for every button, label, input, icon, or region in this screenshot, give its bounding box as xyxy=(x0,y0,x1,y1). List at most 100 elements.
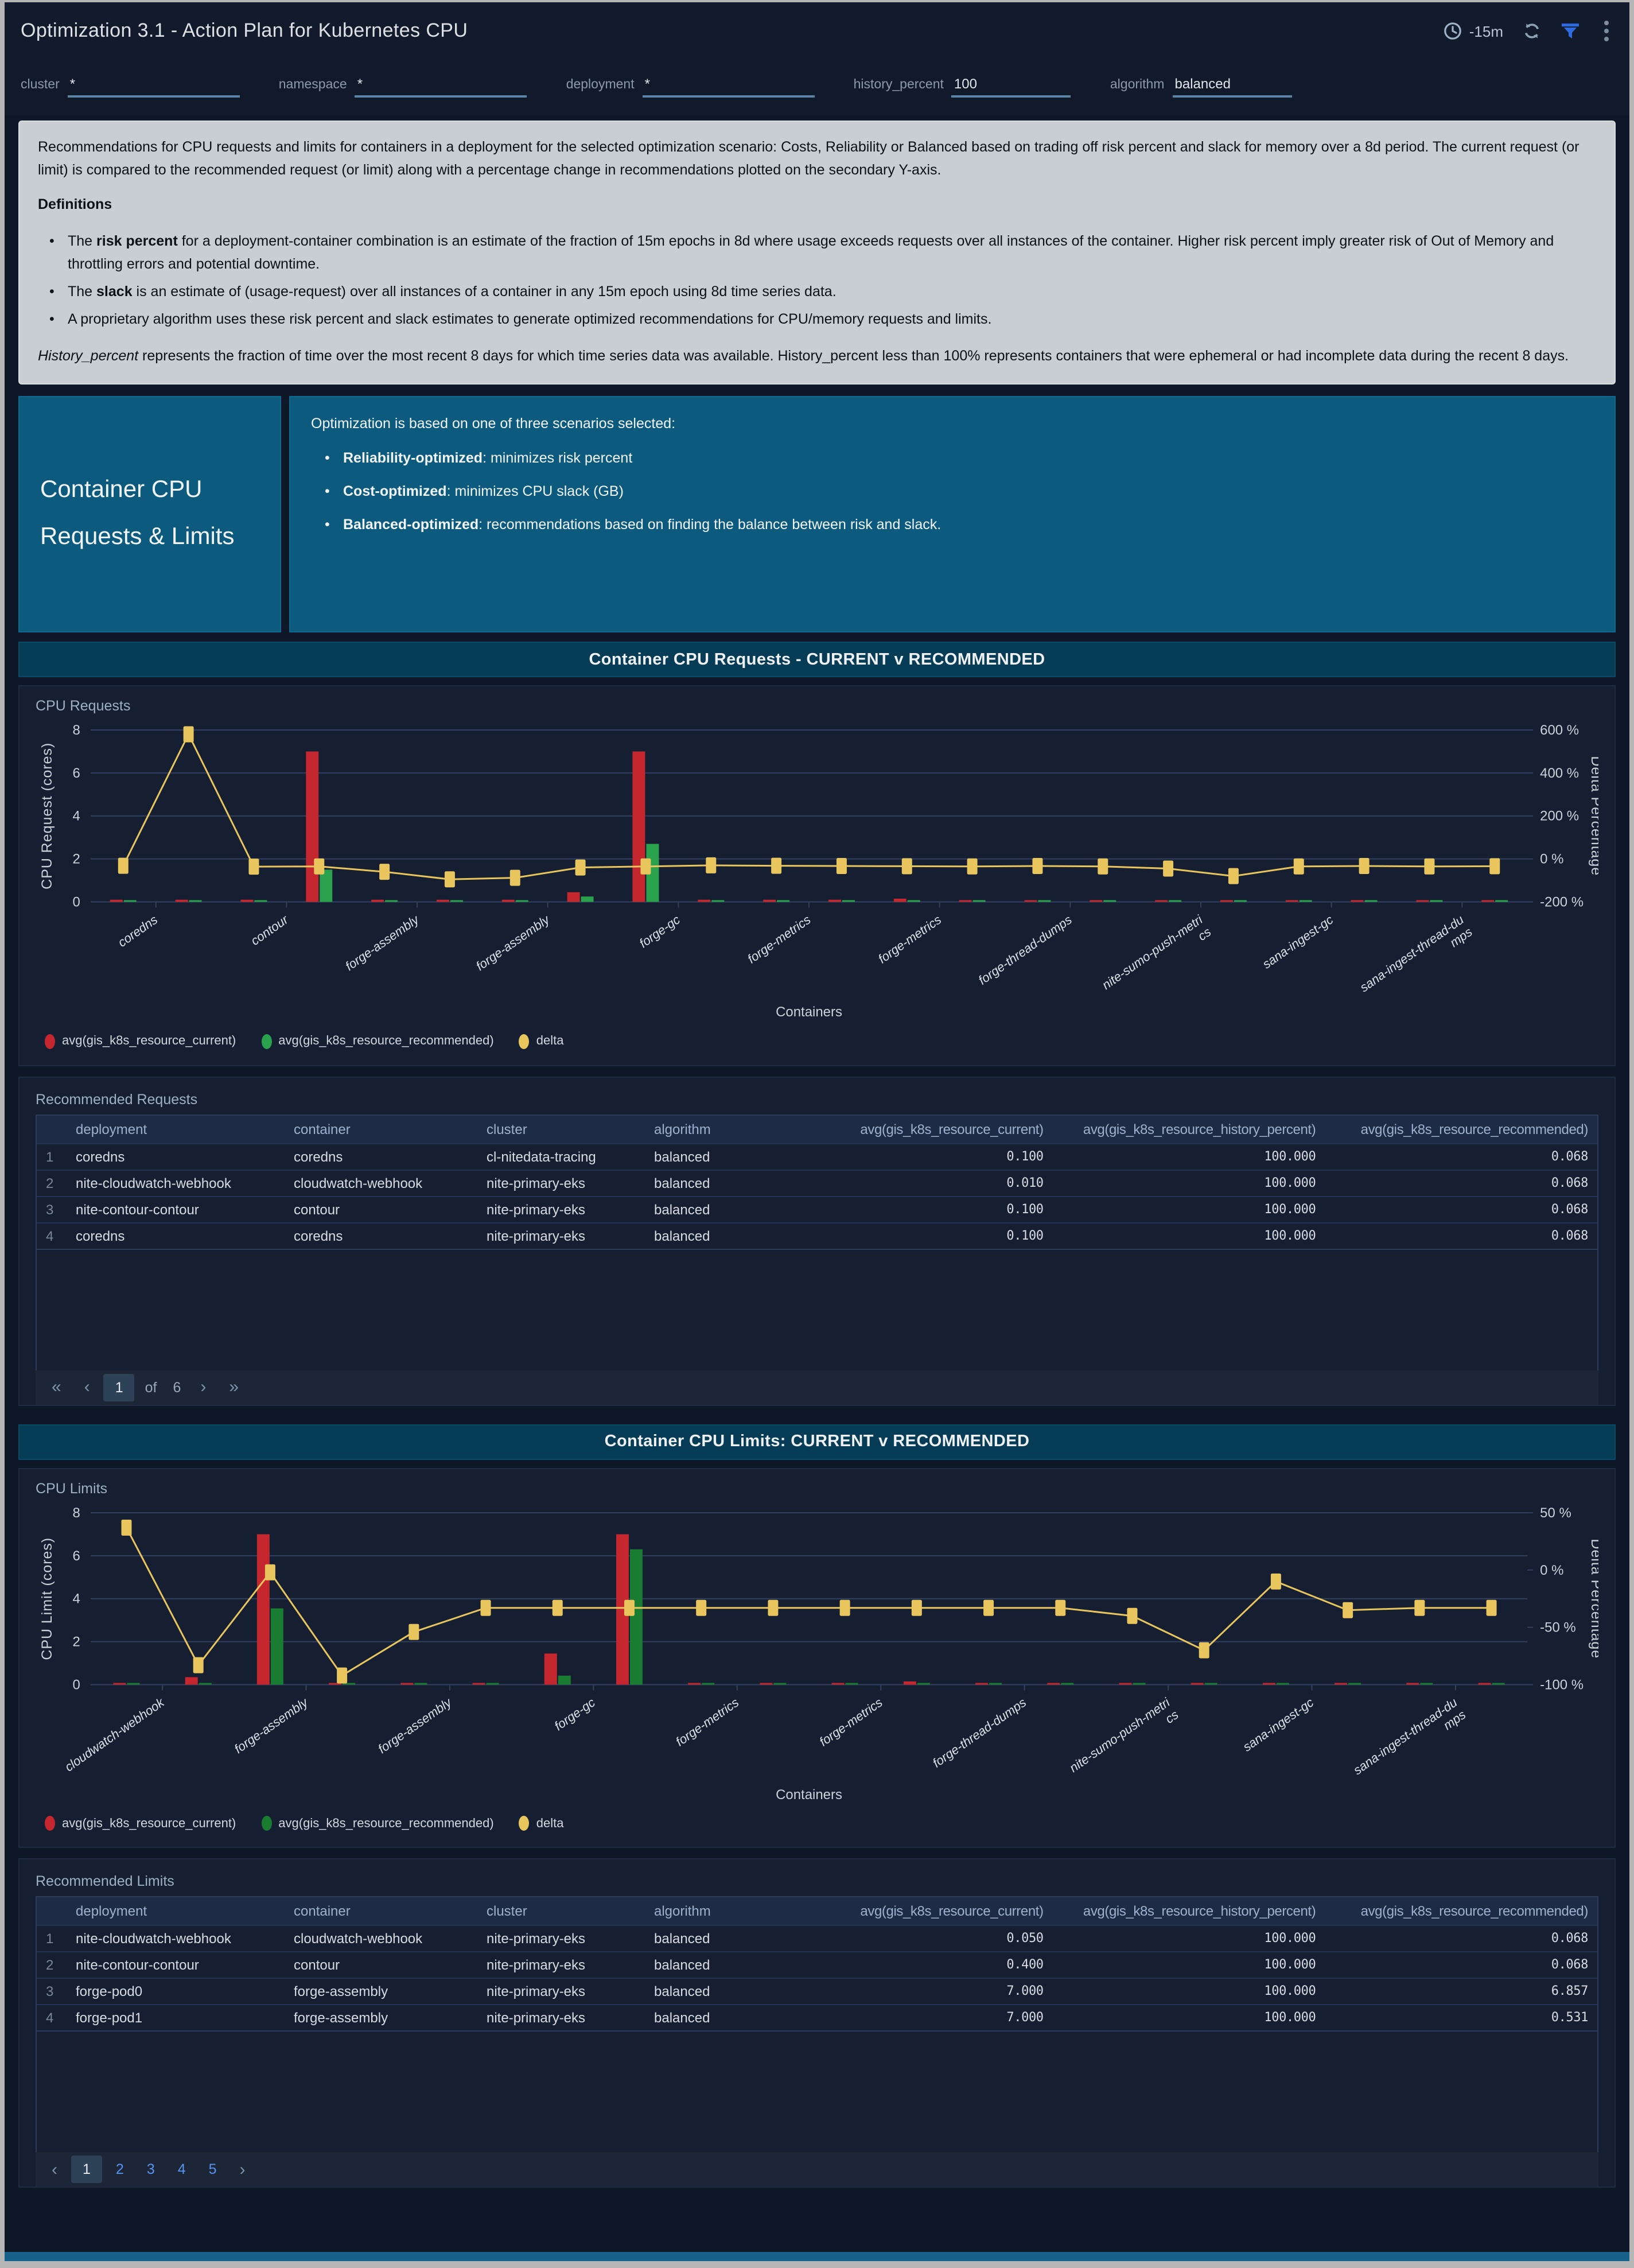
section-header-limits: Container CPU Limits: CURRENT v RECOMMEN… xyxy=(18,1424,1616,1460)
description-panel: Recommendations for CPU requests and lim… xyxy=(18,121,1616,385)
next-page-button[interactable]: › xyxy=(239,2160,246,2180)
table-cell: 7.000 xyxy=(780,1978,1053,2004)
last-page-button[interactable]: » xyxy=(229,1377,239,1397)
page-3-button[interactable]: 3 xyxy=(146,2161,155,2178)
column-header[interactable]: avg(gis_k8s_resource_current) xyxy=(780,1115,1053,1143)
filter-icon[interactable] xyxy=(1561,22,1580,40)
x-tick-label: forge-metrics xyxy=(673,1695,741,1749)
bar-recommended xyxy=(972,900,986,902)
column-header[interactable]: avg(gis_k8s_resource_history_percent) xyxy=(1052,1897,1325,1925)
table-cell: 100.000 xyxy=(1052,1925,1325,1951)
current-page-indicator[interactable]: 1 xyxy=(103,1373,135,1401)
filter-algorithm-input[interactable] xyxy=(1172,76,1292,98)
column-header[interactable]: avg(gis_k8s_resource_current) xyxy=(780,1897,1053,1925)
bar-current xyxy=(763,899,776,902)
x-tick-label: coredns xyxy=(115,912,160,950)
bar-recommended xyxy=(486,1682,499,1684)
table-cell: nite-primary-eks xyxy=(477,1925,645,1951)
row-number: 1 xyxy=(37,1143,67,1169)
x-tick-label: sana-ingest-thread-dumps xyxy=(1357,912,1475,1007)
scenario-item: Cost-optimized: minimizes CPU slack (GB) xyxy=(311,483,1594,499)
legend-dot-icon xyxy=(45,1816,55,1831)
x-tick-label: nite-sumo-push-metrics xyxy=(1099,912,1214,1004)
column-header[interactable]: container xyxy=(285,1115,477,1143)
y-tick-label: 0 xyxy=(73,1677,80,1692)
column-header[interactable]: deployment xyxy=(67,1115,285,1143)
y-axis-title: CPU Request (cores) xyxy=(39,743,55,890)
column-header[interactable]: algorithm xyxy=(645,1115,780,1143)
delta-marker xyxy=(444,871,455,888)
delta-marker xyxy=(1489,858,1500,875)
dashboard-header: Optimization 3.1 - Action Plan for Kuber… xyxy=(5,2,1629,60)
filter-namespace-input[interactable] xyxy=(355,76,527,98)
table-grid: deployment container cluster algorithm avg(g… xyxy=(37,1115,1597,1248)
prev-page-button[interactable]: ‹ xyxy=(52,2160,57,2180)
table-cell: 100.000 xyxy=(1052,1169,1325,1195)
row-number: 4 xyxy=(37,2004,67,2030)
bar-recommended xyxy=(189,900,202,902)
page-5-button[interactable]: 5 xyxy=(208,2161,217,2178)
table-cell: 100.000 xyxy=(1052,1222,1325,1248)
bar-current xyxy=(828,899,841,902)
legend-dot-icon xyxy=(45,1034,55,1049)
bar-recommended xyxy=(917,1682,930,1684)
table-cell: 0.100 xyxy=(780,1222,1053,1248)
column-header[interactable]: algorithm xyxy=(645,1897,780,1925)
page-2-button[interactable]: 2 xyxy=(115,2161,124,2178)
delta-marker xyxy=(193,1656,204,1673)
column-header[interactable]: cluster xyxy=(477,1897,645,1925)
filter-deployment-input[interactable] xyxy=(642,76,815,98)
x-tick-label: forge-assembly xyxy=(473,911,553,973)
bar-recommended xyxy=(989,1682,1002,1684)
column-header[interactable]: avg(gis_k8s_resource_history_percent) xyxy=(1052,1115,1325,1143)
column-header[interactable]: container xyxy=(285,1897,477,1925)
page-1-button[interactable]: 1 xyxy=(71,2156,102,2184)
time-range-picker[interactable]: -15m xyxy=(1444,22,1503,40)
legend-item-avg-gis-k8s-resource-recommended-[interactable]: avg(gis_k8s_resource_recommended) xyxy=(261,1816,494,1831)
delta-marker xyxy=(248,859,259,875)
bar-current xyxy=(329,1682,342,1684)
cpu-limits-chart: 0 2 4 6 8 50 % 0 % -50 % -100 % cloudwatch-webhoo… xyxy=(36,1503,1604,1813)
history-percent-note: History_percent represents the fraction … xyxy=(38,348,1569,364)
bar-recommended xyxy=(702,1682,715,1684)
bar-current xyxy=(1024,900,1037,902)
x-tick-label: sana-ingest-gc xyxy=(1260,912,1336,972)
page-4-button[interactable]: 4 xyxy=(177,2161,186,2178)
bar-recommended xyxy=(646,844,659,902)
column-header[interactable]: avg(gis_k8s_resource_recommended) xyxy=(1325,1115,1597,1143)
table-empty-space xyxy=(36,2032,1598,2153)
filter-algorithm: algorithm xyxy=(1110,76,1292,98)
refresh-icon[interactable] xyxy=(1523,22,1541,40)
legend-label: delta xyxy=(536,1816,564,1831)
y-tick-label: 2 xyxy=(73,1634,80,1649)
legend-item-delta[interactable]: delta xyxy=(519,1816,564,1831)
kebab-menu-icon[interactable] xyxy=(1600,18,1613,44)
delta-marker xyxy=(575,859,586,876)
first-page-button[interactable]: « xyxy=(52,1377,61,1397)
delta-marker xyxy=(901,858,912,875)
bar-recommended xyxy=(1204,1682,1217,1684)
column-header[interactable]: cluster xyxy=(477,1115,645,1143)
y-tick-label: 4 xyxy=(73,809,80,824)
table-cell: cloudwatch-webhook xyxy=(285,1169,477,1195)
legend-item-avg-gis-k8s-resource-recommended-[interactable]: avg(gis_k8s_resource_recommended) xyxy=(261,1034,494,1049)
filter-cluster-label: cluster xyxy=(21,78,60,92)
column-header[interactable]: avg(gis_k8s_resource_recommended) xyxy=(1325,1897,1597,1925)
y2-tick-label: 0 % xyxy=(1540,852,1563,867)
filter-history-percent-input[interactable] xyxy=(951,76,1071,98)
delta-marker xyxy=(379,864,390,880)
column-header[interactable]: deployment xyxy=(67,1897,285,1925)
clock-icon xyxy=(1444,22,1462,40)
prev-page-button[interactable]: ‹ xyxy=(84,1377,90,1397)
filter-namespace: namespace xyxy=(279,76,527,98)
description-intro: Recommendations for CPU requests and lim… xyxy=(38,139,1579,178)
legend-item-avg-gis-k8s-resource-current-[interactable]: avg(gis_k8s_resource_current) xyxy=(45,1816,236,1831)
table-cell: contour xyxy=(285,1951,477,1978)
x-tick-label: forge-gc xyxy=(552,1695,598,1733)
next-page-button[interactable]: › xyxy=(200,1377,207,1397)
table-cell: 6.857 xyxy=(1325,1978,1597,2004)
x-tick-label: nite-sumo-push-metrics xyxy=(1067,1694,1181,1787)
legend-item-avg-gis-k8s-resource-current-[interactable]: avg(gis_k8s_resource_current) xyxy=(45,1034,236,1049)
filter-cluster-input[interactable] xyxy=(67,76,240,98)
legend-item-delta[interactable]: delta xyxy=(519,1034,563,1049)
